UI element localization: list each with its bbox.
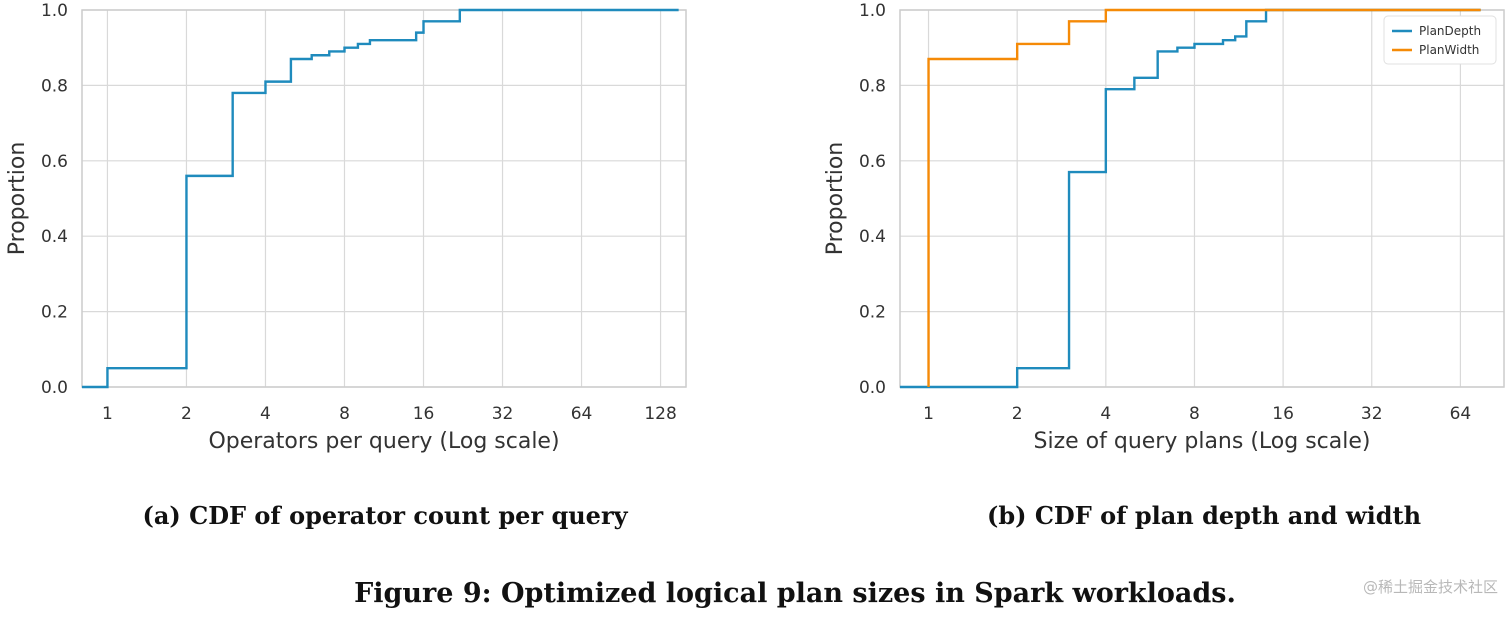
y-tick-label: 0.4 (41, 227, 68, 247)
series-line-operators (82, 8, 679, 389)
series-line-plandepth (900, 8, 1481, 389)
x-axis-label: Operators per query (Log scale) (208, 429, 559, 454)
y-tick-label: 0.6 (859, 152, 886, 172)
chart-a: 1 2 4 8 16 32 64 128 0.0 0.2 0.4 0.6 0.8 1.0 Operators… (5, 1, 687, 454)
y-tick-label: 0.2 (41, 303, 68, 323)
x-tick-label: 8 (339, 404, 350, 424)
y-tick-label: 1.0 (859, 1, 886, 21)
legend-label: PlanDepth (1419, 24, 1481, 38)
x-tick-label: 1 (923, 404, 934, 424)
y-tick-label: 0.8 (859, 76, 886, 96)
x-axis-label: Size of query plans (Log scale) (1034, 429, 1371, 454)
legend-label: PlanWidth (1419, 43, 1479, 57)
y-tick-label: 0.8 (41, 76, 68, 96)
plot-frame (81, 9, 687, 388)
y-tick-label: 0.4 (859, 227, 886, 247)
y-tick-label: 0.0 (859, 378, 886, 398)
y-tick-label: 0.0 (41, 378, 68, 398)
x-tick-label: 128 (644, 404, 676, 424)
y-axis-label: Proportion (823, 142, 848, 256)
chart-b: 1 2 4 8 16 32 64 0.0 0.2 0.4 0.6 0.8 1.0 Size of quer… (823, 1, 1505, 454)
x-tick-label: 64 (1450, 404, 1472, 424)
plot-frame (899, 9, 1505, 388)
figure-caption: Figure 9: Optimized logical plan sizes i… (354, 578, 1236, 609)
x-tick-label: 32 (1361, 404, 1383, 424)
x-tick-label: 2 (1012, 404, 1023, 424)
x-tick-label: 32 (492, 404, 514, 424)
x-tick-label: 16 (413, 404, 435, 424)
caption-b: (b) CDF of plan depth and width (986, 501, 1422, 530)
series-line-planwidth (927, 8, 1481, 387)
x-tick-label: 4 (1100, 404, 1111, 424)
legend: PlanDepth PlanWidth (1383, 15, 1497, 65)
legend-box (1383, 15, 1497, 65)
y-axis-label: Proportion (5, 142, 30, 256)
x-tick-label: 1 (102, 404, 113, 424)
x-tick-label: 8 (1189, 404, 1200, 424)
y-tick-label: 0.6 (41, 152, 68, 172)
x-tick-label: 4 (260, 404, 271, 424)
x-tick-label: 16 (1272, 404, 1294, 424)
x-tick-label: 64 (571, 404, 593, 424)
y-tick-label: 1.0 (41, 1, 68, 21)
watermark: @稀土掘金技术社区 (1362, 578, 1498, 596)
x-tick-label: 2 (181, 404, 192, 424)
caption-a: (a) CDF of operator count per query (142, 501, 628, 530)
y-tick-label: 0.2 (859, 303, 886, 323)
